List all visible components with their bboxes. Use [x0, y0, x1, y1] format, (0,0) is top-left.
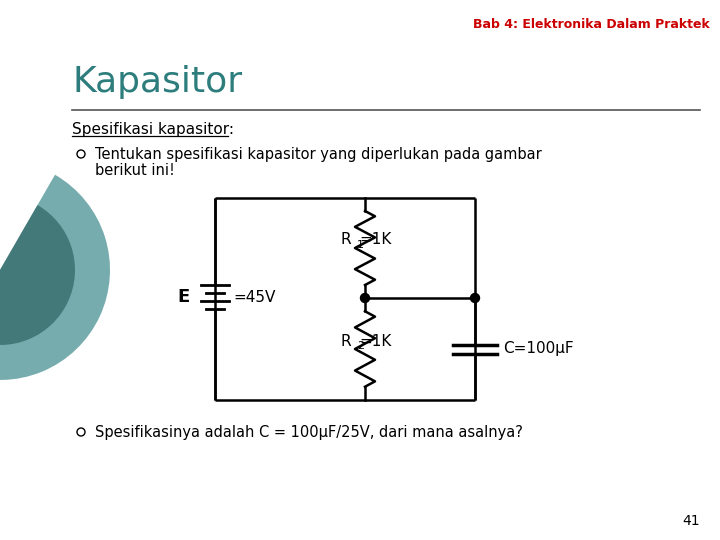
Text: =45V: =45V [233, 289, 275, 305]
Text: Tentukan spesifikasi kapasitor yang diperlukan pada gambar: Tentukan spesifikasi kapasitor yang dipe… [95, 147, 541, 162]
Circle shape [77, 428, 85, 436]
Text: =1K: =1K [359, 233, 392, 247]
Text: berikut ini!: berikut ini! [95, 163, 175, 178]
Circle shape [77, 150, 85, 158]
Text: E: E [178, 288, 190, 306]
Text: R: R [341, 334, 351, 348]
Text: R: R [341, 233, 351, 247]
Text: Kapasitor: Kapasitor [72, 65, 242, 99]
Text: Bab 4: Elektronika Dalam Praktek: Bab 4: Elektronika Dalam Praktek [473, 18, 710, 31]
Text: =1K: =1K [359, 334, 392, 348]
Text: 41: 41 [683, 514, 700, 528]
Text: 1: 1 [357, 240, 364, 250]
Wedge shape [0, 175, 110, 380]
Text: Spesifikasinya adalah C = 100μF/25V, dari mana asalnya?: Spesifikasinya adalah C = 100μF/25V, dar… [95, 425, 523, 440]
Circle shape [470, 294, 480, 302]
Wedge shape [0, 205, 75, 345]
Circle shape [361, 294, 369, 302]
Text: 2: 2 [357, 341, 364, 351]
Text: Spesifikasi kapasitor:: Spesifikasi kapasitor: [72, 122, 234, 137]
Text: C=100μF: C=100μF [503, 341, 574, 356]
